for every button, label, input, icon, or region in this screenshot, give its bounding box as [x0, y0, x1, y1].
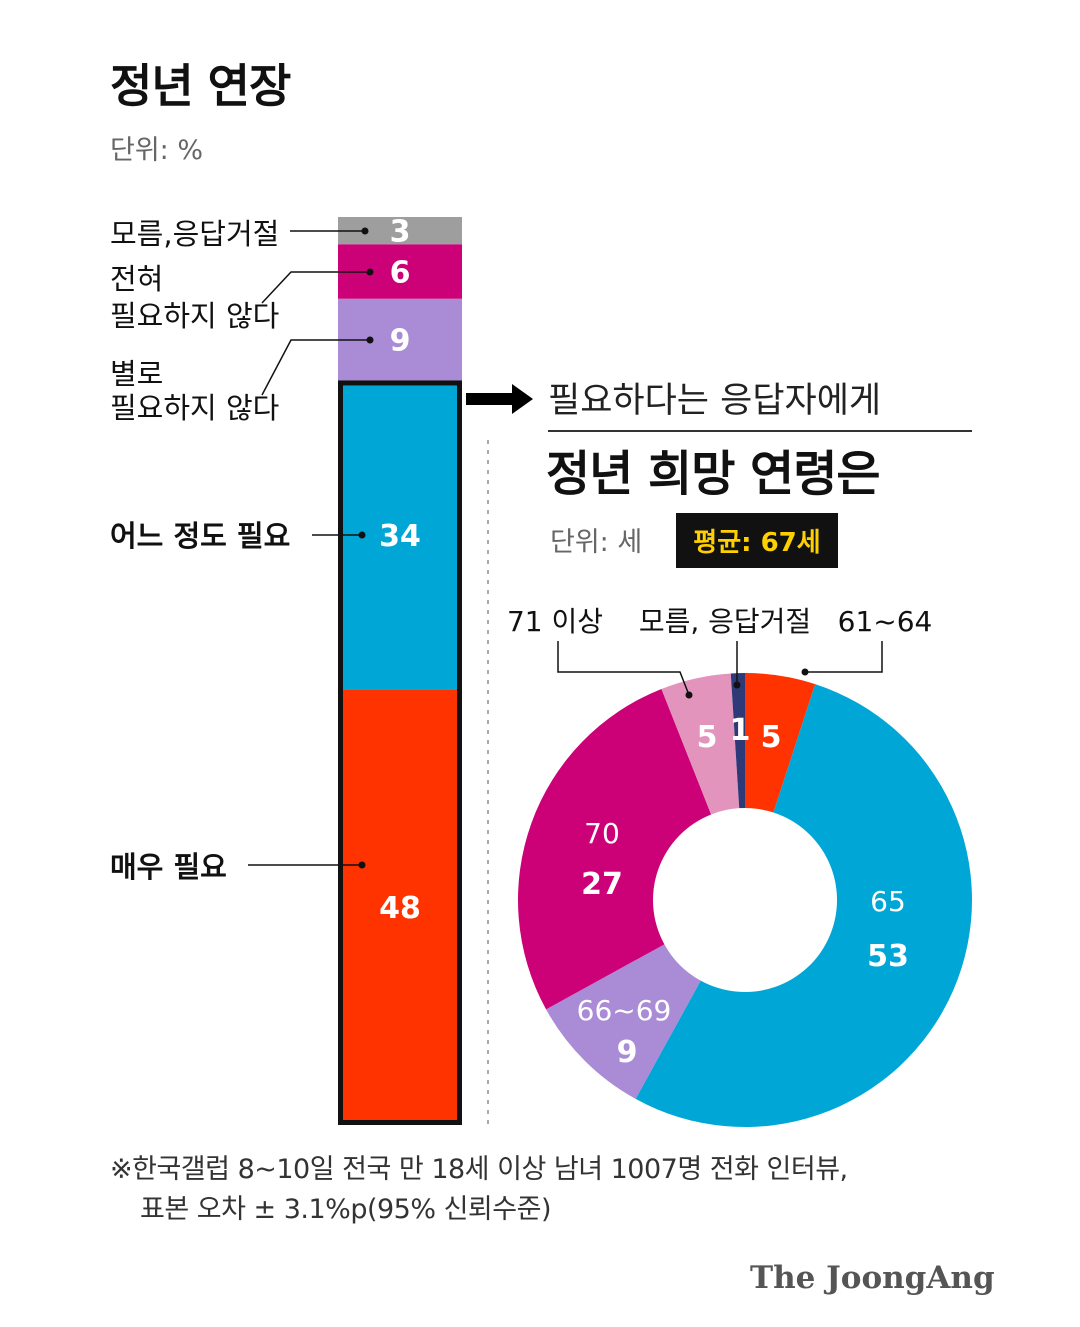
stacked-bar-chart: 48 34 9 6 3	[338, 215, 462, 1125]
bar-category-label: 전혀	[110, 262, 163, 296]
donut-slice	[730, 673, 745, 809]
arrow-shaft	[466, 393, 514, 405]
right-chart-unit: 단위: 세	[550, 527, 642, 558]
donut-leader-dot	[801, 668, 809, 676]
right-intro-text: 필요하다는 응답자에게	[548, 381, 881, 421]
donut-leader-dot	[733, 681, 741, 689]
highlight-outline	[338, 380, 462, 1125]
bar-value-label: 9	[390, 324, 411, 359]
bar-category-label: 어느 정도 필요	[110, 519, 290, 553]
left-chart-title: 정년 연장	[110, 59, 291, 113]
bar-value-label: 6	[390, 255, 411, 290]
donut-chart	[517, 673, 972, 1127]
donut-leader-dot	[685, 691, 693, 699]
bar-category-label: 매우 필요	[110, 850, 227, 884]
donut-slice	[661, 673, 740, 815]
average-badge	[676, 513, 838, 568]
source-logo: The JoongAng	[750, 1260, 995, 1296]
donut-value-label: 1	[730, 713, 751, 748]
footnote-line-1: ※한국갤럽 8~10일 전국 만 18세 이상 남녀 1007명 전화 인터뷰,	[110, 1154, 848, 1185]
footnote: ※한국갤럽 8~10일 전국 만 18세 이상 남녀 1007명 전화 인터뷰,…	[110, 1150, 848, 1230]
donut-leader-line	[557, 641, 690, 696]
footnote-line-2: 표본 오차 ± 3.1%p(95% 신뢰수준)	[140, 1194, 551, 1225]
donut-category-label: 66~69	[577, 994, 672, 1027]
donut-category-label: 61~64	[838, 605, 933, 638]
average-badge-text: 평균: 67세	[693, 528, 820, 558]
bar-leader-dot	[366, 268, 374, 276]
donut-value-label: 27	[581, 867, 623, 902]
donut-labels: 5 61~64 53 65 9 66~69 27 70 5 71 이상 1 모름, 응답거절	[507, 605, 932, 1070]
donut-category-label: 70	[584, 817, 620, 850]
donut-leader-line	[805, 641, 883, 673]
donut-slice	[635, 684, 972, 1127]
bar-category-label: 별로	[110, 357, 163, 391]
bar-leader-line	[261, 339, 370, 396]
donut-slice	[546, 944, 701, 1099]
bar-leader-dot	[358, 861, 366, 869]
bar-leader-dot	[366, 336, 374, 344]
bar-category-label: 필요하지 않다	[110, 391, 279, 425]
connector-arrow	[466, 384, 972, 1125]
bar-leader-dot	[358, 531, 366, 539]
donut-slice	[745, 673, 816, 813]
arrow-head	[512, 384, 533, 414]
donut-value-label: 9	[617, 1035, 638, 1070]
left-chart-unit: 단위: %	[110, 135, 204, 166]
bar-category-label: 모름,응답거절	[110, 217, 279, 251]
bar-leader-line	[261, 271, 370, 304]
donut-slice	[517, 688, 712, 1010]
donut-category-label: 71 이상	[507, 605, 603, 638]
donut-value-label: 53	[867, 939, 909, 974]
donut-category-label: 모름, 응답거절	[639, 605, 811, 638]
bar-leader-dot	[361, 227, 369, 235]
bar-segment	[338, 689, 462, 1125]
donut-category-label: 65	[870, 885, 906, 918]
bar-value-label: 48	[379, 891, 421, 926]
bar-value-label: 3	[390, 215, 411, 250]
donut-value-label: 5	[761, 720, 782, 755]
right-chart-title: 정년 희망 연령은	[546, 446, 880, 502]
bar-category-label: 필요하지 않다	[110, 299, 279, 333]
donut-value-label: 5	[697, 720, 718, 755]
bar-value-label: 34	[379, 519, 421, 554]
